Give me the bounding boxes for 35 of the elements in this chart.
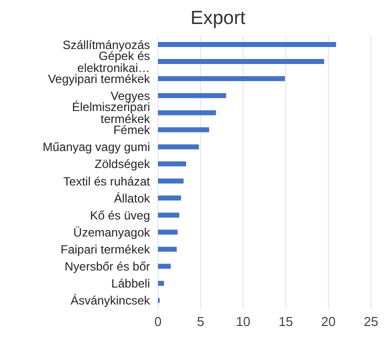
- x-tick-label: 0: [154, 314, 162, 330]
- bar: [158, 280, 164, 286]
- bar: [158, 93, 226, 98]
- y-tick-label: Textil és ruházat: [63, 174, 151, 188]
- y-tick-label: Kő és üveg: [90, 208, 150, 222]
- x-tick-label: 10: [236, 314, 250, 330]
- y-tick-label: Szállítmányozás: [62, 38, 150, 52]
- bar: [158, 230, 178, 235]
- bar: [158, 212, 180, 218]
- bar: [158, 59, 324, 64]
- bar: [158, 127, 210, 132]
- y-tick-label: Vegyipari termékek: [48, 72, 151, 86]
- bar: [158, 178, 184, 184]
- y-tick-label: Műanyag vagy gumi: [42, 140, 150, 154]
- x-tick-label: 20: [321, 314, 336, 330]
- y-tick-label: Vegyes: [110, 88, 150, 103]
- bar: [158, 42, 336, 47]
- x-tick-label: 5: [196, 314, 204, 330]
- chart-title: Export: [190, 8, 246, 31]
- bar: [158, 110, 216, 116]
- y-tick-label: Ásványkincsek: [70, 294, 151, 308]
- y-tick-label: Lábbeli: [111, 276, 150, 291]
- x-tick-label: 25: [364, 314, 378, 330]
- y-tick-label: Állatok: [114, 191, 151, 206]
- bar: [158, 144, 199, 150]
- y-tick-label: Faipari termékek: [60, 242, 151, 257]
- x-tick-label: 15: [278, 314, 294, 330]
- bar: [158, 161, 186, 166]
- y-tick-label: Zöldségek: [94, 157, 151, 172]
- bar: [158, 246, 177, 252]
- bar: [158, 76, 285, 82]
- bar: [158, 264, 171, 269]
- y-tick-label: Nyersbőr és bőr: [64, 260, 150, 274]
- y-tick-label: Üzemanyagok: [73, 225, 151, 240]
- bar: [158, 196, 182, 201]
